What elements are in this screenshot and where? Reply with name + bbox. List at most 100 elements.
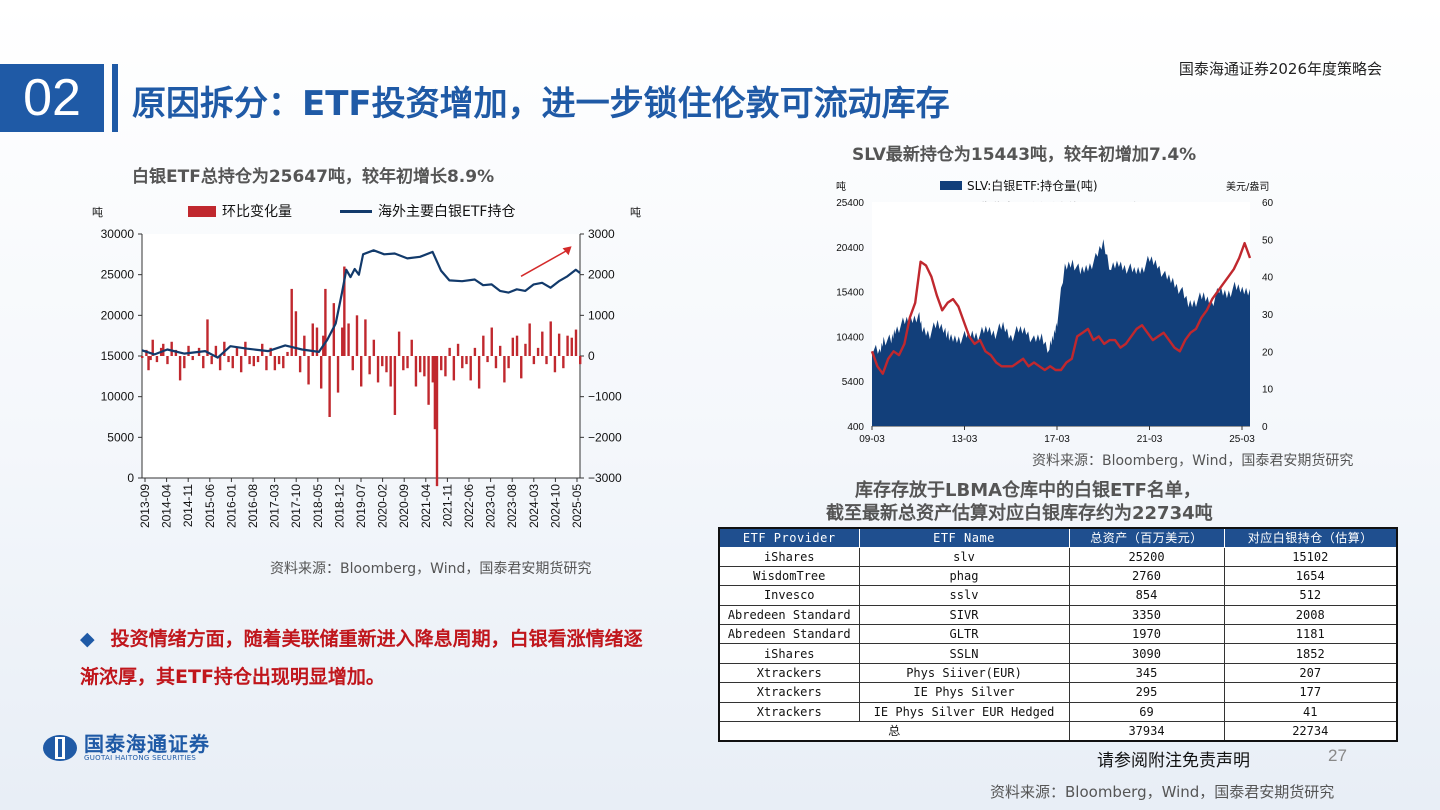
bar xyxy=(381,356,384,367)
header-holdings: 对应白银持仓（估算） xyxy=(1223,527,1398,548)
bar xyxy=(336,356,340,393)
x-tick-label: 09-03 xyxy=(859,434,885,445)
page-title: 原因拆分：ETF投资增加，进一步锁住伦敦可流动库存 xyxy=(132,84,950,124)
x-tick-label: 2021-04 xyxy=(419,484,433,528)
legend-line-swatch xyxy=(340,209,372,213)
x-tick-label: 17-03 xyxy=(1044,434,1070,445)
left-chart-left-unit: 吨 xyxy=(92,206,103,219)
bar xyxy=(149,356,152,361)
cell-provider: Abredeen Standard xyxy=(718,604,860,626)
x-tick-label: 2020-09 xyxy=(397,484,411,528)
left-tick-label: 0 xyxy=(127,471,134,485)
right-tick-label: 30 xyxy=(1262,310,1274,321)
bar xyxy=(372,339,376,356)
bar xyxy=(347,323,350,356)
bar xyxy=(166,356,169,365)
right-chart-source: 资料来源：Bloomberg，Wind，国泰君安期货研究 xyxy=(1032,453,1354,469)
header-assets: 总资产（百万美元） xyxy=(1068,527,1225,548)
left-tick-label: 15000 xyxy=(101,349,135,363)
table-row: Invesco sslv 854 512 xyxy=(718,585,1398,606)
bar xyxy=(286,351,289,356)
bar xyxy=(307,356,310,385)
bar xyxy=(252,356,256,367)
x-tick-label: 2013-09 xyxy=(138,484,152,528)
table-row: Abredeen Standard GLTR 1970 1181 xyxy=(718,624,1398,645)
bar xyxy=(570,337,573,356)
bar xyxy=(269,347,272,356)
bar xyxy=(239,356,243,373)
bar xyxy=(319,356,323,389)
bar xyxy=(465,356,468,365)
title-accent-bar xyxy=(112,64,118,132)
bar xyxy=(456,343,460,356)
bar xyxy=(490,327,493,356)
table-row: Abredeen Standard SIVR 3350 2008 xyxy=(718,604,1398,626)
left-tick-label: 20400 xyxy=(836,243,864,254)
bar xyxy=(273,356,277,371)
bar xyxy=(303,335,306,356)
right-chart-right-unit: 美元/盎司 xyxy=(1226,182,1270,193)
trend-arrow-head xyxy=(562,246,572,256)
x-tick-label: 21-03 xyxy=(1137,434,1163,445)
table-title-line2: 截至最新总资产估算对应白银库存约为22734吨 xyxy=(826,503,1213,524)
bar xyxy=(397,331,401,356)
cell-provider: Xtrackers xyxy=(718,682,860,703)
bar xyxy=(277,356,281,365)
bar xyxy=(566,335,569,356)
bar xyxy=(448,347,451,356)
bar xyxy=(368,356,371,375)
cell-assets: 2760 xyxy=(1068,565,1225,587)
bar xyxy=(290,288,293,356)
x-tick-label: 2021-11 xyxy=(440,484,454,527)
total-label: 总 xyxy=(718,721,1070,742)
legend-area-swatch xyxy=(940,181,962,190)
x-tick-label: 2014-04 xyxy=(160,484,174,528)
right-tick-label: 60 xyxy=(1262,198,1274,209)
bar xyxy=(282,356,285,369)
bar xyxy=(178,356,182,381)
bar xyxy=(324,288,327,356)
bar xyxy=(477,356,481,389)
bar xyxy=(452,356,456,381)
cell-holdings: 1852 xyxy=(1223,643,1398,664)
right-tick-label: 2000 xyxy=(588,268,615,282)
legend-line-label: 海外主要白银ETF持仓 xyxy=(378,204,516,220)
right-tick-label: 20 xyxy=(1262,347,1274,358)
x-tick-label: 2018-05 xyxy=(311,484,325,528)
disclaimer: 请参阅附注免责声明 xyxy=(1097,751,1250,771)
table-header-row: ETF Provider ETF Name 总资产（百万美元） 对应白银持仓（估… xyxy=(718,527,1398,548)
bar xyxy=(423,356,426,377)
diamond-bullet-icon: ◆ xyxy=(80,628,95,650)
right-chart-legend-area: SLV:白银ETF:持仓量(吨) xyxy=(940,177,1098,194)
left-tick-label: 10000 xyxy=(101,390,135,404)
cell-holdings: 2008 xyxy=(1223,604,1398,626)
table-row: Xtrackers IE Phys Silver 295 177 xyxy=(718,682,1398,703)
left-tick-label: 30000 xyxy=(101,227,135,241)
total-holdings: 22734 xyxy=(1223,721,1398,742)
bar xyxy=(444,356,447,377)
cell-holdings: 15102 xyxy=(1223,546,1398,567)
cell-assets: 25200 xyxy=(1068,546,1225,567)
left-tick-label: 20000 xyxy=(101,308,135,322)
cell-holdings: 177 xyxy=(1223,682,1398,703)
header-provider: ETF Provider xyxy=(718,527,860,548)
total-assets: 37934 xyxy=(1068,721,1225,742)
legend-area-label: SLV:白银ETF:持仓量(吨) xyxy=(967,179,1098,193)
bar xyxy=(187,345,190,356)
bar xyxy=(433,356,437,430)
bar xyxy=(414,356,418,387)
bar xyxy=(557,333,561,356)
table-row: iShares SSLN 3090 1852 xyxy=(718,643,1398,664)
bar xyxy=(562,356,565,369)
bar xyxy=(360,356,363,387)
right-tick-label: 0 xyxy=(1262,422,1268,433)
event-name: 国泰海通证券2026年度策略会 xyxy=(1178,60,1382,78)
left-tick-label: 25400 xyxy=(836,198,864,209)
bar xyxy=(536,347,540,356)
logo-mark-icon xyxy=(43,735,77,761)
cell-provider: iShares xyxy=(718,643,860,664)
bar xyxy=(170,341,173,356)
cell-assets: 69 xyxy=(1068,701,1225,723)
x-tick-label: 2023-01 xyxy=(484,484,498,528)
bar xyxy=(511,337,515,356)
